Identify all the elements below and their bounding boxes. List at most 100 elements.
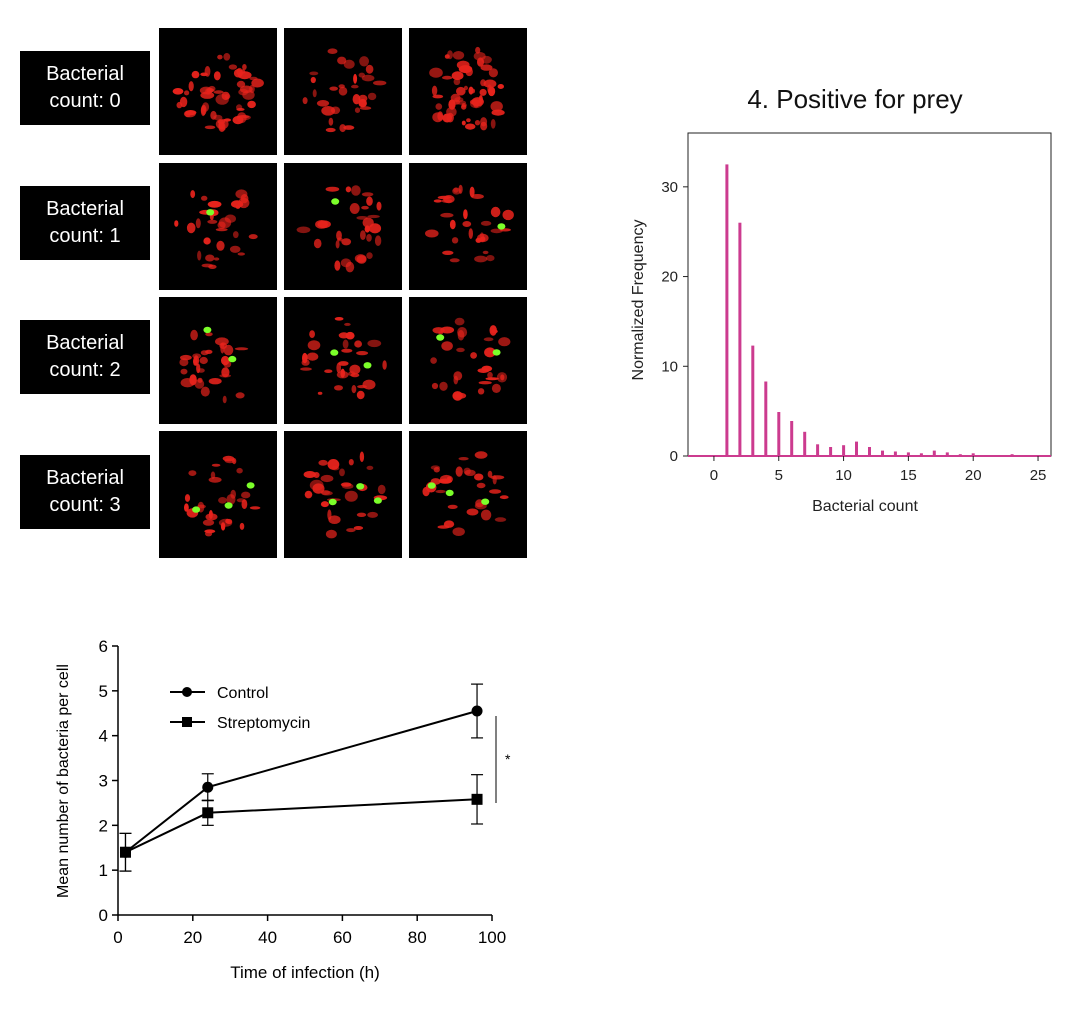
stain-blob bbox=[328, 117, 334, 126]
stain-blob bbox=[197, 250, 202, 261]
stain-blob bbox=[456, 347, 465, 353]
histogram-bar bbox=[738, 222, 742, 456]
stain-blob bbox=[489, 325, 497, 336]
stain-blob bbox=[346, 528, 356, 533]
stain-blob bbox=[208, 510, 213, 519]
stain-blob bbox=[320, 501, 329, 508]
stain-blob bbox=[361, 205, 369, 210]
row-label-line1: Bacterial bbox=[46, 467, 124, 489]
stain-blob bbox=[451, 237, 459, 244]
stain-blob bbox=[490, 101, 503, 112]
significance-label: * bbox=[505, 751, 511, 767]
legend-label-control: Control bbox=[217, 685, 269, 702]
stain-blob bbox=[353, 73, 358, 84]
histogram-bar bbox=[842, 445, 846, 456]
stain-blob bbox=[429, 67, 443, 78]
series-line-control bbox=[124, 710, 478, 853]
histogram-y-tick-label: 0 bbox=[670, 448, 678, 465]
stain-blob bbox=[367, 214, 380, 219]
histogram-x-tick-label: 5 bbox=[775, 467, 783, 484]
stain-blob bbox=[454, 317, 465, 326]
row-label-count-0: Bacterial count: 0 bbox=[20, 51, 150, 125]
stain-blob bbox=[373, 80, 387, 86]
stain-blob bbox=[336, 230, 342, 241]
stain-blob bbox=[450, 93, 461, 102]
stain-blob bbox=[345, 186, 352, 193]
stain-blob bbox=[208, 378, 222, 385]
stain-blob bbox=[449, 219, 456, 230]
stain-blob bbox=[312, 89, 317, 98]
stain-blob bbox=[351, 84, 359, 89]
stain-blob bbox=[468, 228, 473, 239]
stain-blob bbox=[309, 479, 324, 491]
stain-blob bbox=[356, 390, 365, 400]
stain-blob bbox=[213, 90, 224, 94]
stain-blob bbox=[317, 220, 331, 229]
stain-blob bbox=[195, 218, 201, 229]
stain-blob bbox=[215, 337, 229, 346]
stain-blob bbox=[236, 112, 247, 124]
micrograph-cell-image bbox=[284, 431, 402, 558]
histogram-x-tick-label: 0 bbox=[710, 467, 718, 484]
stain-blob bbox=[222, 395, 227, 404]
stain-blob bbox=[336, 371, 349, 379]
micrograph-cell-image bbox=[284, 297, 402, 424]
stain-blob bbox=[191, 70, 200, 79]
histogram-y-label: Normalized Frequency bbox=[630, 220, 647, 381]
stain-blob bbox=[482, 250, 489, 255]
stain-blob bbox=[223, 53, 231, 61]
histogram-x-tick-label: 25 bbox=[1030, 467, 1047, 484]
stain-blob bbox=[304, 490, 313, 499]
stain-blob bbox=[309, 71, 319, 76]
stain-blob bbox=[367, 339, 382, 348]
micrograph-cell-image bbox=[159, 28, 277, 155]
stain-blob bbox=[360, 230, 366, 240]
histogram-bar bbox=[932, 450, 936, 456]
stain-blob bbox=[204, 125, 216, 130]
stain-blob bbox=[437, 525, 450, 529]
stain-blob bbox=[329, 86, 338, 91]
stain-blob bbox=[207, 200, 222, 208]
bacterium-dot bbox=[330, 349, 339, 356]
stain-blob bbox=[201, 195, 208, 201]
histogram-bar bbox=[816, 444, 820, 456]
stain-blob bbox=[432, 94, 444, 99]
histogram-bar bbox=[893, 451, 897, 456]
stain-blob bbox=[306, 352, 319, 361]
stain-blob bbox=[334, 260, 341, 271]
stain-blob bbox=[327, 48, 338, 54]
stain-blob bbox=[184, 494, 191, 502]
stain-blob bbox=[210, 110, 217, 120]
stain-blob bbox=[382, 360, 387, 370]
data-point-control bbox=[202, 781, 214, 793]
stain-blob bbox=[466, 508, 479, 516]
stain-blob bbox=[458, 184, 463, 194]
bacterium-dot bbox=[206, 209, 215, 216]
stain-blob bbox=[366, 196, 373, 206]
histogram-bar bbox=[958, 454, 962, 456]
histogram-bar bbox=[945, 452, 949, 456]
stain-blob bbox=[442, 250, 454, 255]
histogram-bar bbox=[1036, 455, 1040, 456]
stain-blob bbox=[344, 490, 358, 502]
stain-blob bbox=[475, 237, 482, 243]
row-label-line2: count: 2 bbox=[49, 359, 121, 381]
stain-blob bbox=[184, 503, 189, 512]
histogram-bar bbox=[1023, 455, 1027, 456]
stain-blob bbox=[202, 519, 215, 526]
stain-blob bbox=[222, 455, 235, 462]
line-x-tick-label: 80 bbox=[408, 928, 427, 947]
stain-blob bbox=[193, 357, 198, 366]
stain-blob bbox=[470, 352, 477, 359]
stain-blob bbox=[451, 71, 464, 81]
bacterium-dot bbox=[356, 483, 365, 490]
stain-blob bbox=[249, 506, 261, 510]
stain-blob bbox=[349, 364, 361, 375]
stain-blob bbox=[453, 187, 459, 193]
stain-blob bbox=[440, 212, 454, 218]
stain-blob bbox=[320, 490, 331, 495]
stain-blob bbox=[474, 255, 488, 263]
stain-blob bbox=[449, 258, 460, 263]
stain-blob bbox=[452, 527, 465, 536]
stain-blob bbox=[490, 475, 505, 480]
